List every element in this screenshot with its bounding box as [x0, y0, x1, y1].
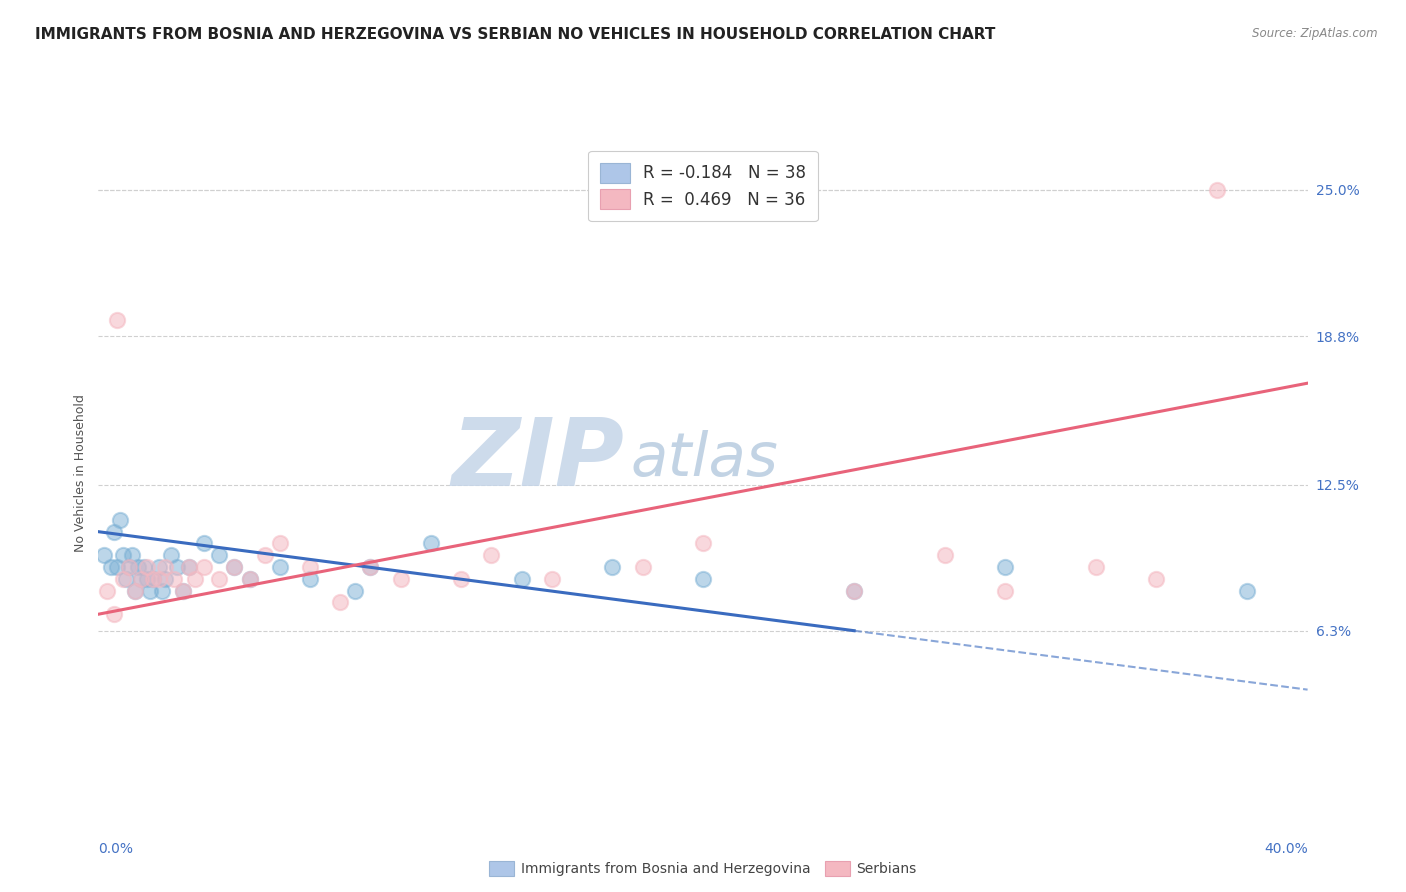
Point	[389, 572, 412, 586]
Text: 0.0%: 0.0%	[98, 842, 134, 856]
Point	[105, 312, 128, 326]
Point	[239, 572, 262, 586]
Point	[118, 560, 141, 574]
Point	[602, 560, 624, 574]
Point	[239, 572, 262, 586]
Point	[142, 572, 165, 586]
Point	[934, 548, 956, 563]
Point	[193, 560, 215, 574]
Text: ZIP: ZIP	[451, 414, 624, 506]
Point	[208, 572, 231, 586]
Point	[540, 572, 562, 586]
Point	[148, 572, 170, 586]
Point	[420, 536, 443, 550]
Point	[1206, 183, 1229, 197]
Point	[124, 583, 146, 598]
Point	[179, 560, 201, 574]
Point	[193, 536, 215, 550]
Point	[114, 572, 136, 586]
Point	[344, 583, 367, 598]
Point	[269, 536, 291, 550]
Point	[150, 583, 173, 598]
Text: 40.0%: 40.0%	[1264, 842, 1308, 856]
Point	[329, 595, 352, 609]
Point	[179, 560, 201, 574]
Point	[166, 560, 188, 574]
Point	[253, 548, 276, 563]
Point	[132, 560, 155, 574]
Point	[360, 560, 382, 574]
Y-axis label: No Vehicles in Household: No Vehicles in Household	[75, 394, 87, 551]
Point	[1085, 560, 1108, 574]
Point	[135, 560, 157, 574]
Point	[148, 560, 170, 574]
Point	[224, 560, 246, 574]
Point	[163, 572, 186, 586]
Point	[481, 548, 503, 563]
Point	[93, 548, 115, 563]
Point	[111, 548, 134, 563]
Point	[103, 607, 125, 622]
Point	[224, 560, 246, 574]
Point	[360, 560, 382, 574]
Point	[129, 572, 152, 586]
Point	[172, 583, 194, 598]
Point	[844, 583, 866, 598]
Point	[994, 560, 1017, 574]
Point	[139, 583, 162, 598]
Point	[108, 513, 131, 527]
Point	[844, 583, 866, 598]
Point	[299, 560, 322, 574]
Point	[184, 572, 207, 586]
Point	[127, 560, 149, 574]
Point	[269, 560, 291, 574]
Point	[135, 572, 157, 586]
Text: atlas: atlas	[630, 430, 779, 489]
Point	[129, 572, 152, 586]
Legend: Immigrants from Bosnia and Herzegovina, Serbians: Immigrants from Bosnia and Herzegovina, …	[484, 855, 922, 881]
Point	[121, 548, 143, 563]
Text: Source: ZipAtlas.com: Source: ZipAtlas.com	[1253, 27, 1378, 40]
Point	[96, 583, 118, 598]
Point	[994, 583, 1017, 598]
Text: IMMIGRANTS FROM BOSNIA AND HERZEGOVINA VS SERBIAN NO VEHICLES IN HOUSEHOLD CORRE: IMMIGRANTS FROM BOSNIA AND HERZEGOVINA V…	[35, 27, 995, 42]
Point	[118, 560, 141, 574]
Point	[103, 524, 125, 539]
Point	[692, 572, 714, 586]
Point	[1236, 583, 1258, 598]
Point	[160, 548, 183, 563]
Point	[692, 536, 714, 550]
Point	[1144, 572, 1167, 586]
Point	[124, 583, 146, 598]
Point	[153, 572, 176, 586]
Point	[153, 560, 176, 574]
Point	[142, 572, 165, 586]
Point	[631, 560, 654, 574]
Point	[105, 560, 128, 574]
Point	[450, 572, 472, 586]
Point	[100, 560, 122, 574]
Point	[111, 572, 134, 586]
Point	[208, 548, 231, 563]
Point	[299, 572, 322, 586]
Point	[172, 583, 194, 598]
Point	[510, 572, 533, 586]
